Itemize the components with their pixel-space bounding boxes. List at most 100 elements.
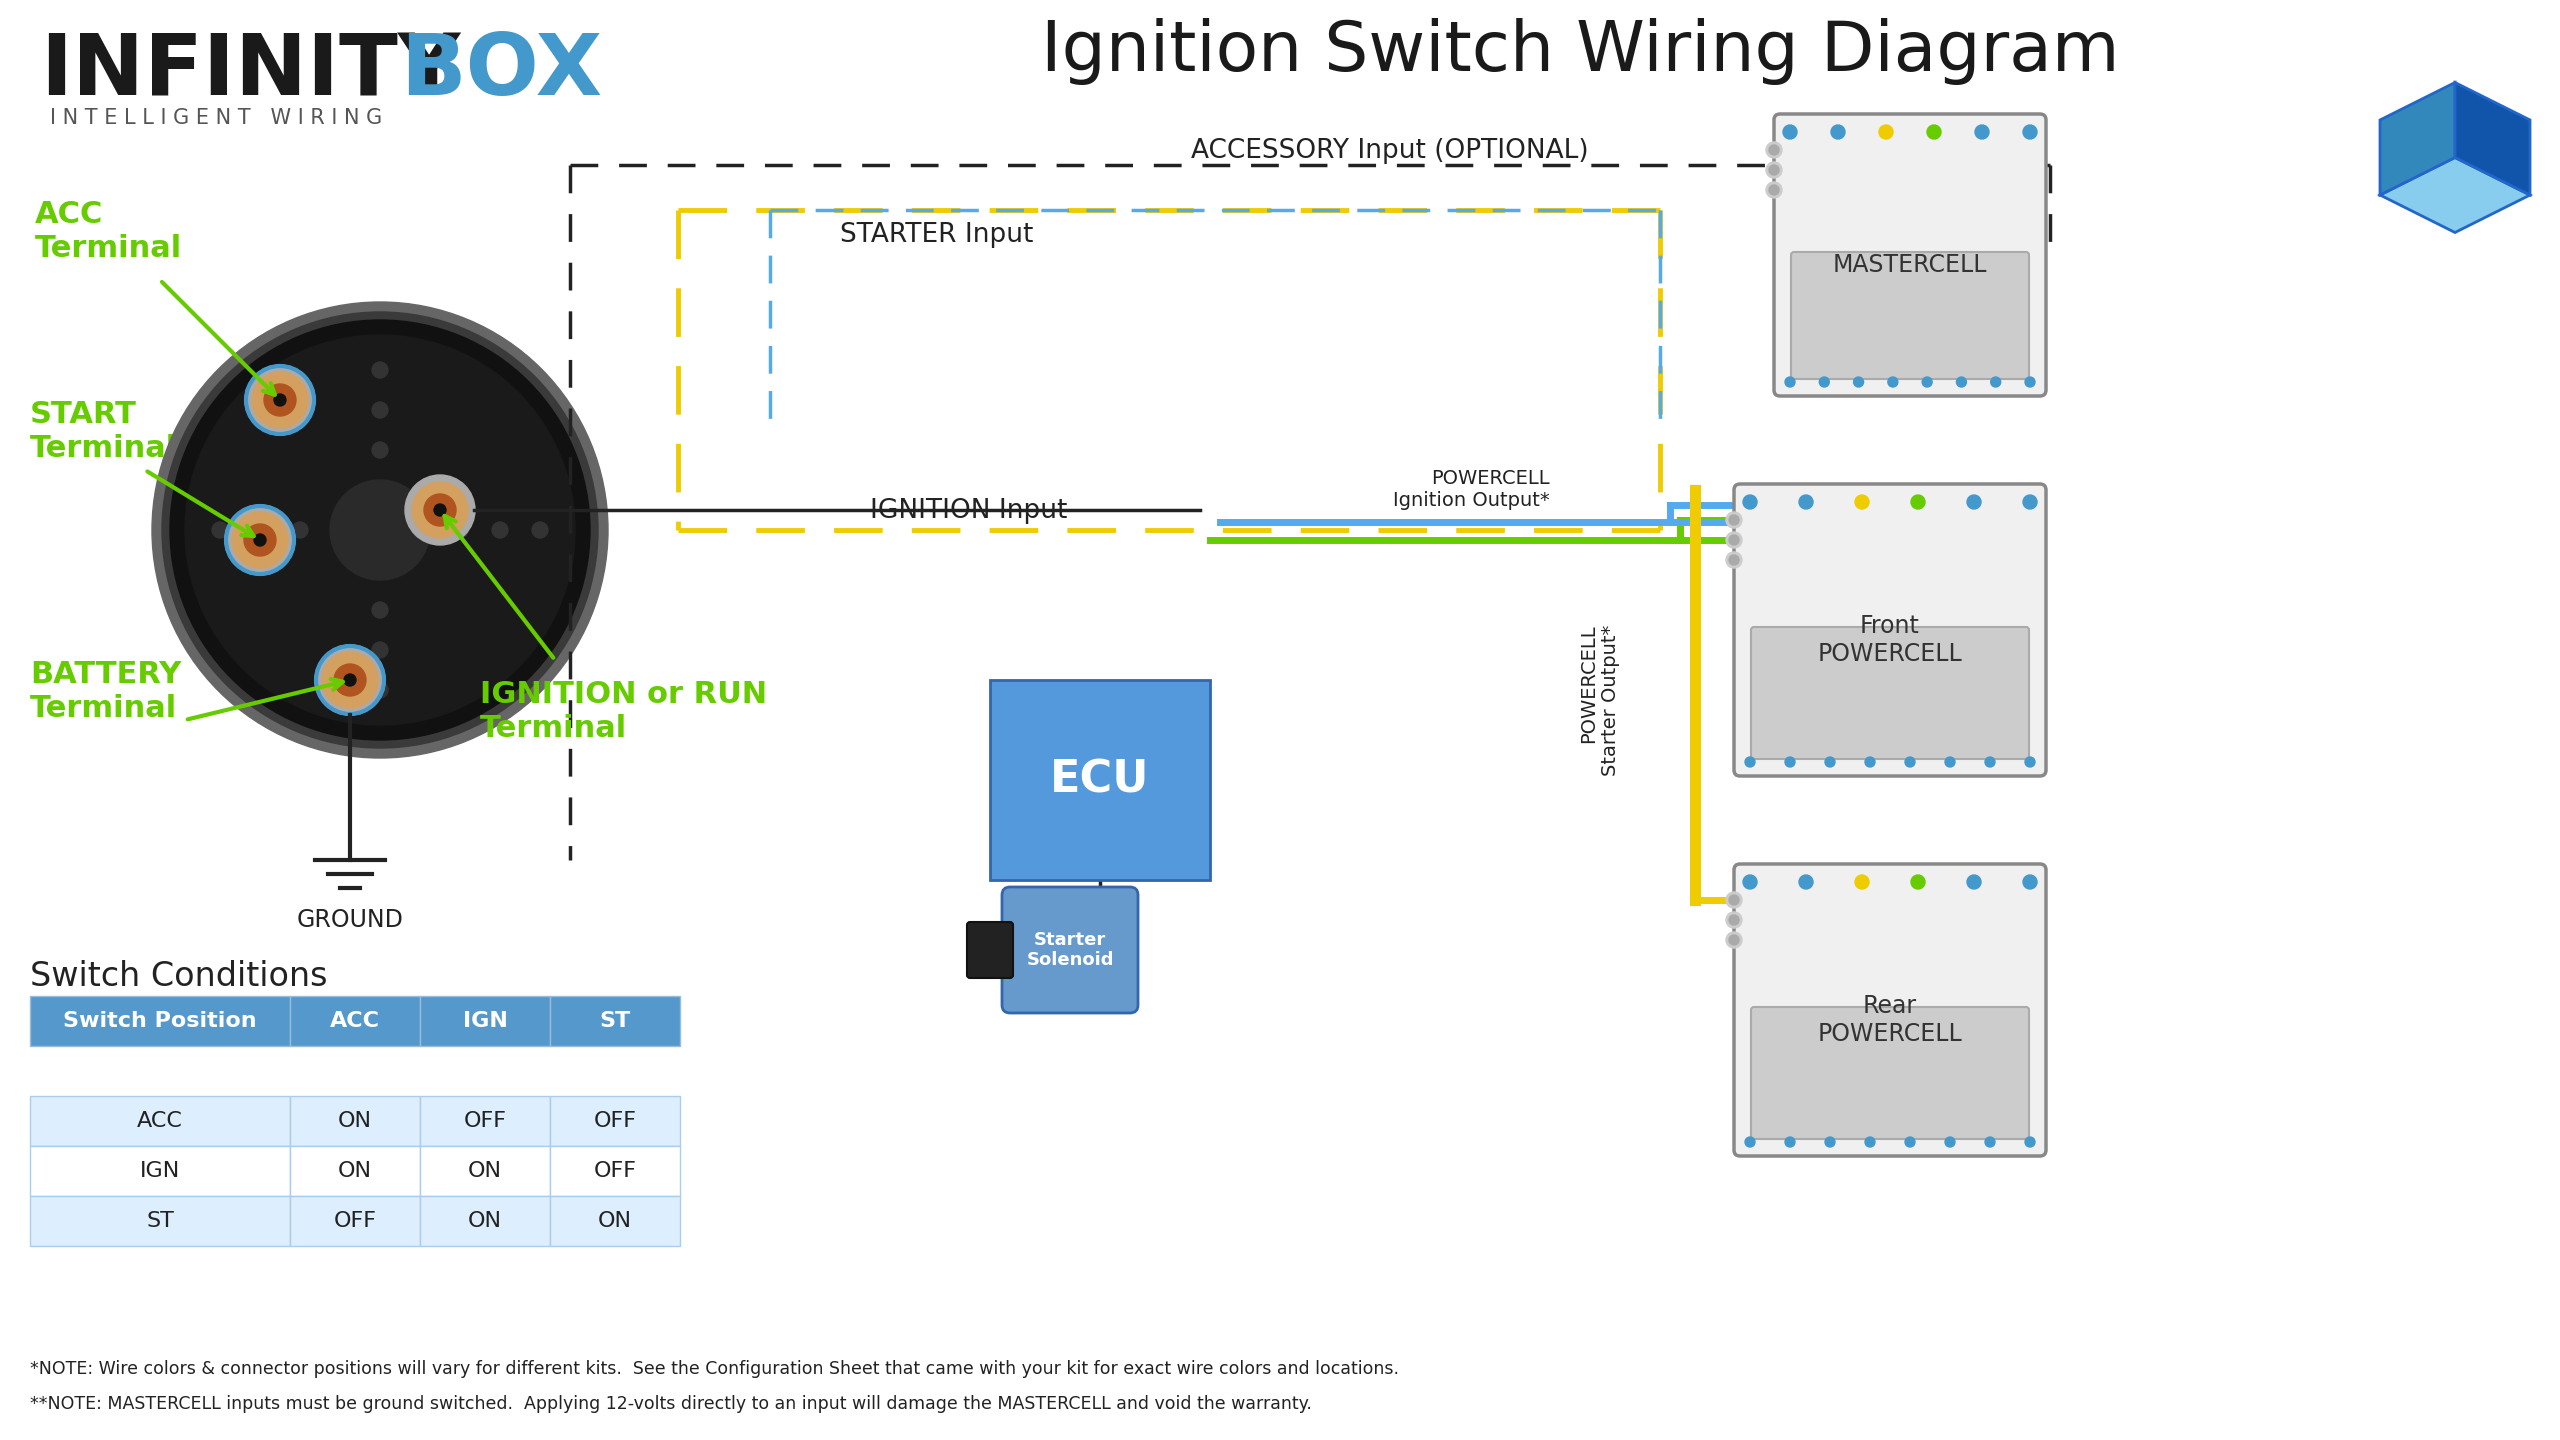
Circle shape <box>1830 125 1846 140</box>
Text: ACC: ACC <box>330 1011 379 1031</box>
Circle shape <box>253 534 266 546</box>
Text: ST: ST <box>146 1211 174 1231</box>
Text: MASTERCELL: MASTERCELL <box>1833 253 1987 276</box>
Circle shape <box>435 504 445 516</box>
Circle shape <box>1784 1138 1795 1148</box>
Circle shape <box>330 480 430 580</box>
Circle shape <box>1782 125 1797 140</box>
Circle shape <box>323 652 379 708</box>
Circle shape <box>1728 896 1738 904</box>
Circle shape <box>1746 757 1756 768</box>
Circle shape <box>1923 377 1933 387</box>
Circle shape <box>371 361 389 377</box>
Circle shape <box>343 674 356 685</box>
Text: OFF: OFF <box>594 1112 637 1130</box>
Circle shape <box>292 521 307 539</box>
Circle shape <box>1856 876 1869 888</box>
Circle shape <box>1853 377 1864 387</box>
Circle shape <box>1984 1138 1994 1148</box>
Circle shape <box>1746 1138 1756 1148</box>
Text: POWERCELL
Ignition Output*: POWERCELL Ignition Output* <box>1393 469 1549 511</box>
Circle shape <box>1820 377 1830 387</box>
Text: Front
POWERCELL: Front POWERCELL <box>1818 613 1964 665</box>
Bar <box>420 1096 550 1146</box>
FancyBboxPatch shape <box>1751 626 2030 759</box>
Circle shape <box>1946 1138 1956 1148</box>
Circle shape <box>1856 495 1869 508</box>
Circle shape <box>184 336 576 724</box>
Text: ON: ON <box>338 1161 371 1181</box>
Circle shape <box>1728 914 1738 924</box>
FancyBboxPatch shape <box>1733 864 2045 1156</box>
Text: Switch Conditions: Switch Conditions <box>31 960 328 994</box>
FancyBboxPatch shape <box>1733 484 2045 776</box>
Circle shape <box>251 372 307 428</box>
Circle shape <box>2025 377 2035 387</box>
Text: START
Terminal: START Terminal <box>31 400 177 462</box>
FancyBboxPatch shape <box>991 680 1211 880</box>
Bar <box>31 1197 289 1246</box>
Text: *NOTE: Wire colors & connector positions will vary for different kits.  See the : *NOTE: Wire colors & connector positions… <box>31 1359 1398 1378</box>
Circle shape <box>1825 757 1836 768</box>
Circle shape <box>1728 536 1738 544</box>
Bar <box>289 1146 420 1197</box>
Circle shape <box>453 521 468 539</box>
Bar <box>550 996 681 1045</box>
FancyBboxPatch shape <box>1774 114 2045 396</box>
Circle shape <box>404 475 476 544</box>
Circle shape <box>1910 495 1925 508</box>
Circle shape <box>1784 377 1795 387</box>
Circle shape <box>225 505 294 575</box>
Circle shape <box>371 602 389 618</box>
Circle shape <box>1866 1138 1874 1148</box>
Circle shape <box>212 521 228 539</box>
Circle shape <box>1966 495 1981 508</box>
Circle shape <box>246 364 315 435</box>
Circle shape <box>2022 125 2038 140</box>
Circle shape <box>371 402 389 418</box>
Circle shape <box>151 302 609 757</box>
Circle shape <box>371 683 389 698</box>
Circle shape <box>1725 891 1741 909</box>
Bar <box>550 1096 681 1146</box>
Circle shape <box>1743 876 1756 888</box>
Circle shape <box>1956 377 1966 387</box>
Text: GROUND: GROUND <box>297 909 404 932</box>
Circle shape <box>1728 935 1738 945</box>
Circle shape <box>1766 181 1782 197</box>
Text: OFF: OFF <box>463 1112 507 1130</box>
Text: Starter
Solenoid: Starter Solenoid <box>1027 930 1114 969</box>
Bar <box>31 996 289 1045</box>
Circle shape <box>1946 757 1956 768</box>
FancyBboxPatch shape <box>1001 887 1139 1012</box>
Circle shape <box>315 645 384 716</box>
Circle shape <box>1910 876 1925 888</box>
Text: ON: ON <box>468 1211 502 1231</box>
Bar <box>289 1096 420 1146</box>
Text: STARTER Input: STARTER Input <box>840 222 1034 248</box>
Bar <box>289 1197 420 1246</box>
Circle shape <box>333 664 366 696</box>
Circle shape <box>425 494 456 526</box>
Polygon shape <box>2381 82 2455 194</box>
Circle shape <box>1769 145 1779 156</box>
Circle shape <box>1784 757 1795 768</box>
Bar <box>420 1197 550 1246</box>
Circle shape <box>1800 495 1812 508</box>
Text: ON: ON <box>468 1161 502 1181</box>
Bar <box>550 1197 681 1246</box>
Circle shape <box>2025 757 2035 768</box>
Circle shape <box>1725 552 1741 567</box>
Circle shape <box>169 320 589 740</box>
Circle shape <box>1725 932 1741 948</box>
Text: I N T E L L I G E N T   W I R I N G: I N T E L L I G E N T W I R I N G <box>51 108 381 128</box>
Text: OFF: OFF <box>594 1161 637 1181</box>
Text: OFF: OFF <box>333 1211 376 1231</box>
Circle shape <box>1728 516 1738 526</box>
Circle shape <box>1800 876 1812 888</box>
Text: POWERCELL
Starter Output*: POWERCELL Starter Output* <box>1580 625 1620 776</box>
Bar <box>31 1096 289 1146</box>
FancyBboxPatch shape <box>1792 252 2030 379</box>
Circle shape <box>1984 757 1994 768</box>
Circle shape <box>2022 495 2038 508</box>
